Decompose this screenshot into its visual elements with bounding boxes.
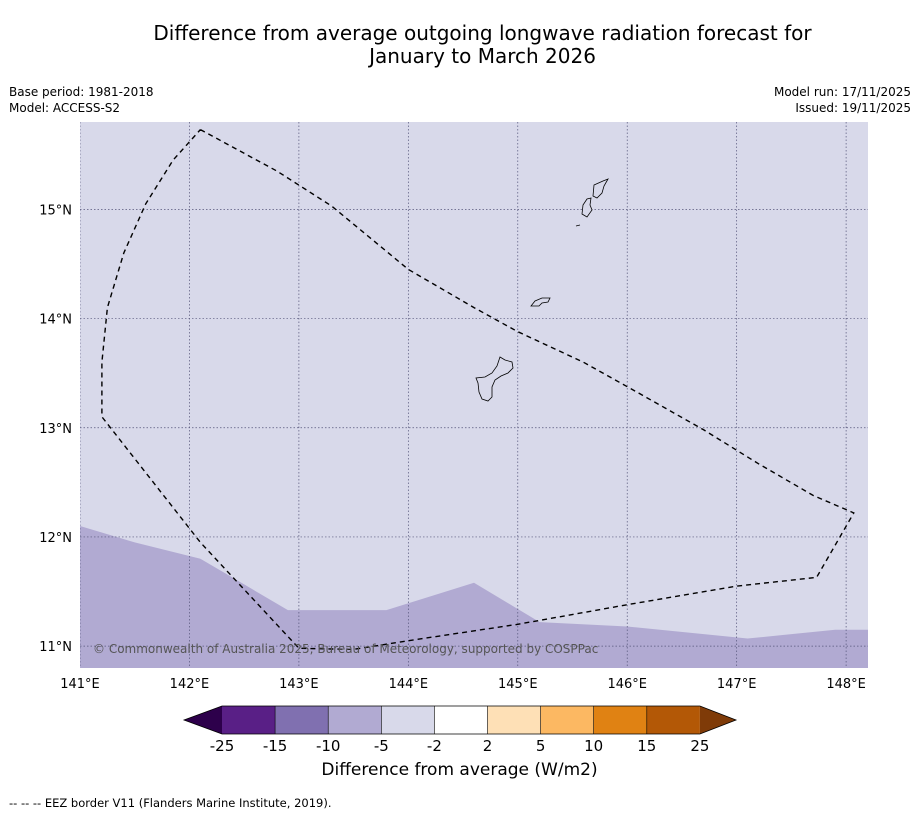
longitude-label: 142°E bbox=[170, 677, 210, 692]
colorbar-tick-label: 10 bbox=[584, 737, 603, 755]
metadata-left: Base period: 1981-2018 Model: ACCESS-S2 bbox=[9, 84, 154, 116]
title-line-1: Difference from average outgoing longwav… bbox=[153, 21, 812, 45]
eez-footnote: -- -- -- EEZ border V11 (Flanders Marine… bbox=[9, 796, 332, 810]
eez-border-line bbox=[101, 128, 855, 651]
model-run: Model run: 17/11/2025 bbox=[773, 85, 911, 99]
colorbar-segment bbox=[540, 706, 594, 734]
olr-anomaly-region bbox=[80, 526, 868, 668]
colorbar-tick-label: 15 bbox=[637, 737, 656, 755]
longitude-label: 141°E bbox=[60, 677, 100, 692]
colorbar-outline bbox=[182, 705, 738, 735]
colorbar-tick-label: -25 bbox=[210, 737, 235, 755]
latitude-label: 12°N bbox=[39, 531, 72, 546]
colorbar-over-arrow bbox=[699, 706, 736, 734]
island-tinian bbox=[581, 197, 593, 218]
longitude-label: 147°E bbox=[717, 677, 757, 692]
longitude-label: 146°E bbox=[607, 677, 647, 692]
graticule bbox=[80, 122, 868, 668]
colorbar-tick-label: 5 bbox=[536, 737, 546, 755]
longitude-label: 148°E bbox=[826, 677, 866, 692]
islands bbox=[475, 178, 609, 402]
latitude-label: 14°N bbox=[39, 313, 72, 328]
base-period: Base period: 1981-2018 bbox=[9, 85, 154, 99]
colorbar-tick-label: -2 bbox=[427, 737, 442, 755]
island-rota bbox=[530, 297, 551, 307]
colorbar-tick-label: -10 bbox=[316, 737, 341, 755]
colorbar-segment bbox=[487, 706, 541, 734]
colorbar-segment bbox=[434, 706, 488, 734]
island-aguijan bbox=[575, 224, 581, 227]
latitude-label: 15°N bbox=[39, 203, 72, 218]
chart-title: Difference from average outgoing longwav… bbox=[0, 22, 919, 68]
copyright-text: © Commonwealth of Australia 2025, Bureau… bbox=[93, 642, 598, 656]
colorbar-segment bbox=[275, 706, 329, 734]
latitude-labels: 15°N 14°N 13°N 12°N 11°N bbox=[39, 203, 72, 655]
colorbar-segment bbox=[593, 706, 647, 734]
metadata-right: Model run: 17/11/2025 Issued: 19/11/2025 bbox=[774, 84, 911, 116]
island-saipan bbox=[592, 178, 609, 199]
longitude-label: 144°E bbox=[389, 677, 429, 692]
colorbar-segment bbox=[328, 706, 382, 734]
latitude-label: 13°N bbox=[39, 422, 72, 437]
model-name: Model: ACCESS-S2 bbox=[9, 101, 121, 115]
colorbar-tick-label: 2 bbox=[483, 737, 493, 755]
longitude-labels: 141°E 142°E 143°E 144°E 145°E 146°E 147°E 148°E bbox=[60, 677, 866, 692]
issued-date: Issued: 19/11/2025 bbox=[795, 101, 911, 115]
colorbar-tick-label: -5 bbox=[374, 737, 389, 755]
longitude-label: 145°E bbox=[498, 677, 538, 692]
colorbar: -25 -15 -10 -5 -2 2 5 10 15 25 bbox=[182, 705, 738, 755]
title-line-2: January to March 2026 bbox=[369, 44, 596, 68]
colorbar-tick-label: 25 bbox=[690, 737, 709, 755]
colorbar-segment bbox=[381, 706, 435, 734]
colorbar-segment bbox=[646, 706, 700, 734]
colorbar-segment bbox=[222, 706, 276, 734]
colorbar-under-arrow bbox=[184, 706, 222, 734]
colorbar-tick-label: -15 bbox=[263, 737, 288, 755]
colorbar-title: Difference from average (W/m2) bbox=[321, 760, 598, 780]
latitude-label: 11°N bbox=[39, 640, 72, 655]
longitude-label: 143°E bbox=[279, 677, 319, 692]
island-guam bbox=[475, 356, 514, 402]
